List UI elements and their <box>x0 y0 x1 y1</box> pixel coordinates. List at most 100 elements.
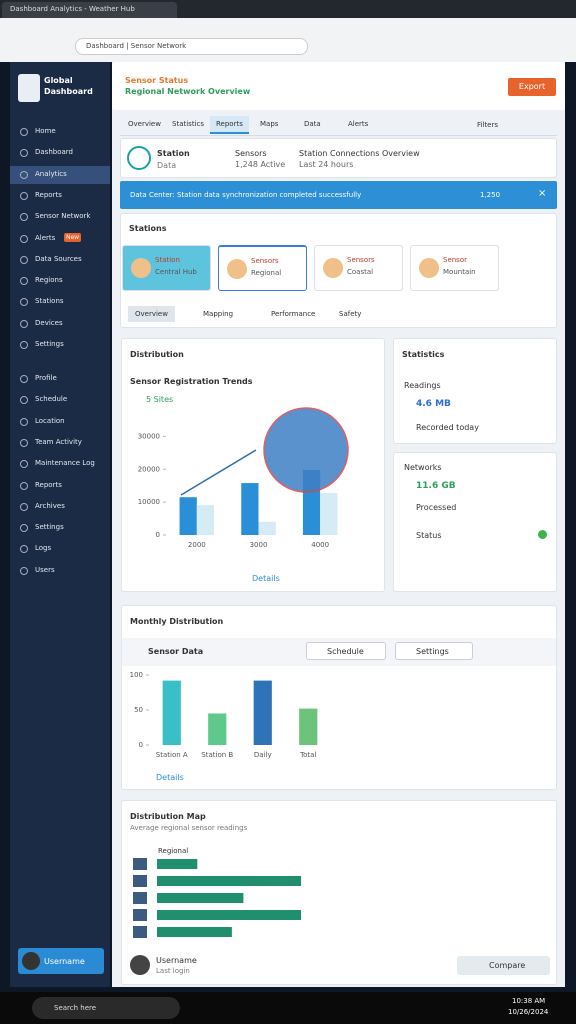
nav-item[interactable]: Users <box>10 562 110 580</box>
nav-item[interactable]: Logs <box>10 540 110 558</box>
stats-card: Networks 11.6 GB Processed Status <box>393 452 557 592</box>
avatar <box>130 955 150 975</box>
nav-item[interactable]: Profile <box>10 370 110 388</box>
search-box[interactable]: Search here <box>32 997 180 1019</box>
tab[interactable]: Statistics <box>172 120 204 128</box>
footer-user: Username <box>156 956 197 965</box>
station-tile[interactable]: Sensors Regional <box>218 245 307 291</box>
tab[interactable]: Dashboard Analytics - Weather Hub <box>2 2 177 18</box>
nav-label: Dashboard <box>35 148 73 157</box>
panel-title: Monthly Distribution <box>130 617 224 626</box>
nav-item[interactable]: Settings <box>10 519 110 537</box>
nav-icon <box>20 128 28 136</box>
x-tick-label: Daily <box>254 751 272 759</box>
tab-row: Filters Overview Statistics Reports Maps Data… <box>120 115 557 136</box>
tab[interactable]: Alerts <box>348 120 369 128</box>
date: 10/26/2024 <box>508 1008 549 1016</box>
nav-item[interactable]: Schedule <box>10 391 110 409</box>
address-bar[interactable]: Dashboard | Sensor Network <box>75 38 308 55</box>
stat-label: Readings <box>404 381 441 390</box>
nav-label: Team Activity <box>35 437 82 446</box>
bar <box>179 497 197 535</box>
settings-button[interactable]: Settings <box>395 642 473 660</box>
stats-title: Statistics <box>402 350 445 359</box>
subtab[interactable]: Mapping <box>203 310 234 318</box>
nav-item[interactable]: Settings <box>10 336 110 354</box>
bar <box>157 927 232 937</box>
address: Dashboard | Sensor Network <box>86 42 187 50</box>
status-label: Status <box>416 531 442 540</box>
details-link[interactable]: Details <box>252 574 280 583</box>
x-tick-label: Station B <box>201 751 233 759</box>
nav-item[interactable]: Team Activity <box>10 434 110 452</box>
nav-item[interactable]: Analytics <box>10 165 110 184</box>
header: Sensor Status Regional Network Overview … <box>112 62 565 110</box>
nav-item[interactable]: Stations <box>10 293 110 311</box>
close[interactable]: × <box>538 188 547 199</box>
nav-icon <box>20 277 28 286</box>
export-button[interactable]: Export <box>508 78 556 96</box>
nav-icon <box>20 234 28 243</box>
header-subtitle: Regional Network Overview <box>125 87 251 96</box>
tile-icon <box>227 259 247 279</box>
row-icon <box>133 926 147 938</box>
nav-item[interactable]: Regions <box>10 272 110 290</box>
tab[interactable]: Overview <box>128 120 161 128</box>
station-icon <box>127 146 151 170</box>
y-tick-label: 0 <box>139 741 143 749</box>
nav-label: Location <box>35 416 65 425</box>
schedule-button[interactable]: Schedule <box>306 642 386 660</box>
subtab[interactable]: Safety <box>339 310 362 318</box>
station-tile[interactable]: Station Central Hub <box>122 245 211 291</box>
tile-name: Sensor <box>443 256 467 264</box>
station-tile[interactable]: Sensors Coastal <box>314 245 403 291</box>
tile-detail: Mountain <box>443 268 476 276</box>
compare-button[interactable]: Compare <box>457 956 550 975</box>
x-tick-label: Total <box>299 751 316 759</box>
panel-subtitle: Average regional sensor readings <box>130 824 248 832</box>
nav-icon <box>20 545 28 554</box>
nav-item[interactable]: Sensor Network <box>10 208 110 226</box>
user-button[interactable]: Username <box>18 948 104 974</box>
user-name: Username <box>44 957 85 966</box>
nav-item[interactable]: Reports <box>10 477 110 495</box>
tile-detail: Central Hub <box>155 268 197 276</box>
nav-icon <box>20 319 28 328</box>
clock: 10:38 AM <box>512 997 546 1005</box>
nav-item[interactable]: Devices <box>10 315 110 333</box>
field-value: Last 24 hours <box>299 160 354 169</box>
nav-icon <box>20 417 28 426</box>
nav-item[interactable]: Home <box>10 123 110 141</box>
tile-name: Sensors <box>251 257 279 265</box>
nav-item[interactable]: Alerts New <box>10 230 110 248</box>
subtab[interactable]: Overview <box>128 306 175 322</box>
station-card: Station Data Sensors 1,248 Active Statio… <box>120 138 557 178</box>
nav-icon <box>20 460 28 469</box>
station-tile[interactable]: Sensor Mountain <box>410 245 499 291</box>
tab[interactable]: Maps <box>260 120 279 128</box>
bar <box>299 708 318 745</box>
nav-item[interactable]: Archives <box>10 498 110 516</box>
header-title: Sensor Status <box>125 76 189 85</box>
nav-item[interactable]: Reports <box>10 187 110 205</box>
tab[interactable]: Reports <box>210 116 249 134</box>
nav-item[interactable]: Data Sources <box>10 251 110 269</box>
nav-icon <box>20 298 28 307</box>
bar <box>157 876 301 886</box>
chart <box>133 858 301 938</box>
trend-arrow <box>180 449 257 496</box>
badge: New <box>64 232 82 242</box>
nav-item[interactable]: Maintenance Log <box>10 455 110 473</box>
nav-label: Settings <box>35 340 64 348</box>
tab[interactable]: Data <box>304 120 321 128</box>
filter[interactable]: Filters <box>477 121 498 129</box>
nav-item[interactable]: Dashboard <box>10 144 110 162</box>
subtab[interactable]: Performance <box>271 310 316 318</box>
bar <box>320 492 338 535</box>
x-tick-label: 3000 <box>250 541 268 549</box>
details-link[interactable]: Details <box>156 773 184 782</box>
tile-icon <box>131 258 151 278</box>
nav-item[interactable]: Location <box>10 413 110 431</box>
bar <box>157 910 301 920</box>
stat-value: 11.6 GB <box>416 481 456 491</box>
